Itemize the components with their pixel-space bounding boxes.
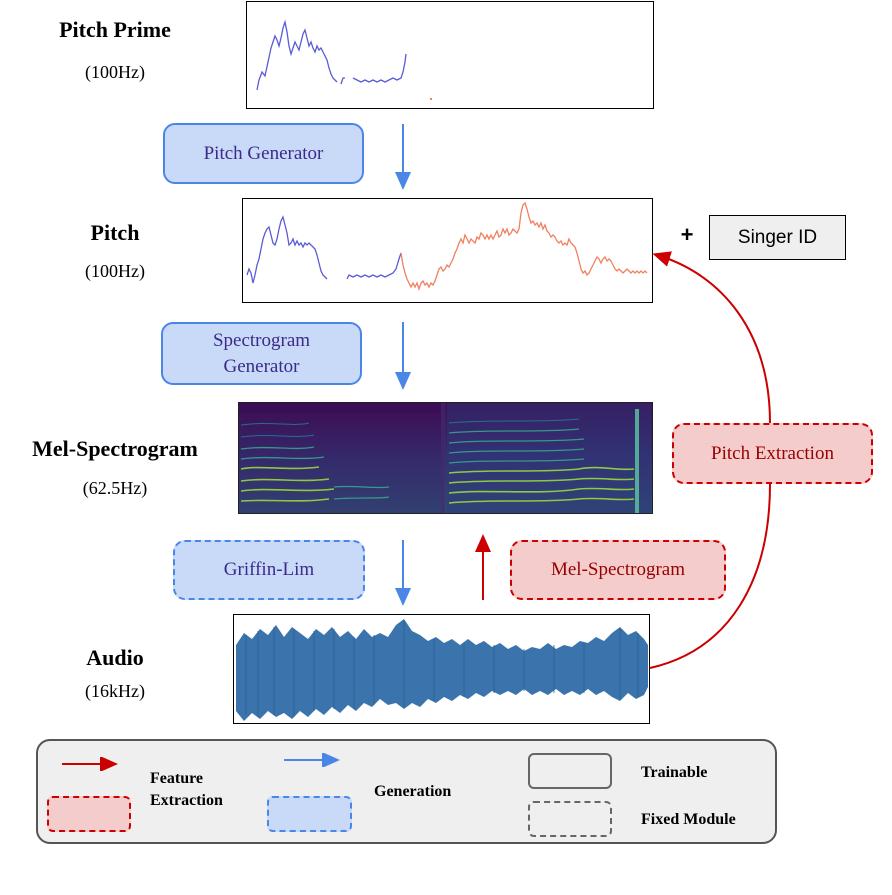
singer-id-label: Singer ID [737, 226, 818, 248]
pitch-generator-label: Pitch Generator [203, 142, 324, 164]
mel-spectrogram-image [238, 402, 653, 514]
pitch-curve [246, 201, 648, 292]
pitch-title: Pitch [90, 220, 140, 245]
mel-spectrogram-extraction-label: Mel-Spectrogram [550, 559, 685, 580]
legend-feature-extraction-line1: Feature [150, 770, 204, 787]
fixed-module-box-icon [528, 801, 612, 837]
pitch-extraction-module: Pitch Extraction [672, 423, 873, 484]
extraction-box-icon [47, 796, 131, 832]
audio-waveform [236, 619, 648, 721]
legend-fixed-module: Fixed Module [641, 811, 736, 828]
pitch-rate: (100Hz) [85, 261, 145, 281]
pitch-prime-rate: (100Hz) [85, 62, 145, 82]
spectrogram-generator-label-line1: Spectrogram [212, 329, 311, 351]
audio-title: Audio [86, 645, 144, 670]
pitch-generator-module: Pitch Generator [163, 123, 364, 184]
griffin-lim-module: Griffin-Lim [173, 540, 365, 600]
legend-generation: Generation [374, 783, 452, 800]
spectrogram-generator-label-line2: Generator [223, 355, 300, 377]
generation-arrow-icon [284, 753, 340, 767]
mel-spectrogram-rate: (62.5Hz) [82, 478, 148, 498]
mel-spectrogram-title: Mel-Spectrogram [32, 436, 198, 461]
mel-spectrogram-heatmap [239, 403, 652, 513]
griffin-lim-label: Griffin-Lim [223, 559, 315, 580]
pitch-prime-plot [246, 1, 654, 109]
legend-feature-extraction: Feature Extraction [150, 768, 223, 812]
generation-box-icon [267, 796, 352, 832]
audio-waveform-plot [233, 614, 650, 724]
pitch-prime-title: Pitch Prime [59, 17, 171, 42]
pitch-prime-curve [256, 19, 432, 100]
trainable-box-icon [528, 753, 612, 789]
legend-feature-extraction-line2: Extraction [150, 792, 223, 809]
legend: Feature Extraction Generation Trainable … [36, 739, 777, 844]
spectrogram-generator-module: Spectrogram Generator [161, 322, 362, 385]
pitch-plot [242, 198, 653, 303]
singer-id-box: Singer ID [709, 215, 846, 260]
pitch-extraction-label: Pitch Extraction [711, 442, 834, 464]
legend-trainable: Trainable [641, 764, 708, 781]
extraction-arrow-icon [62, 757, 118, 771]
mel-spectrogram-extraction-module: Mel-Spectrogram [510, 540, 726, 600]
plus-sign: + [680, 222, 694, 247]
audio-rate: (16kHz) [85, 681, 145, 701]
